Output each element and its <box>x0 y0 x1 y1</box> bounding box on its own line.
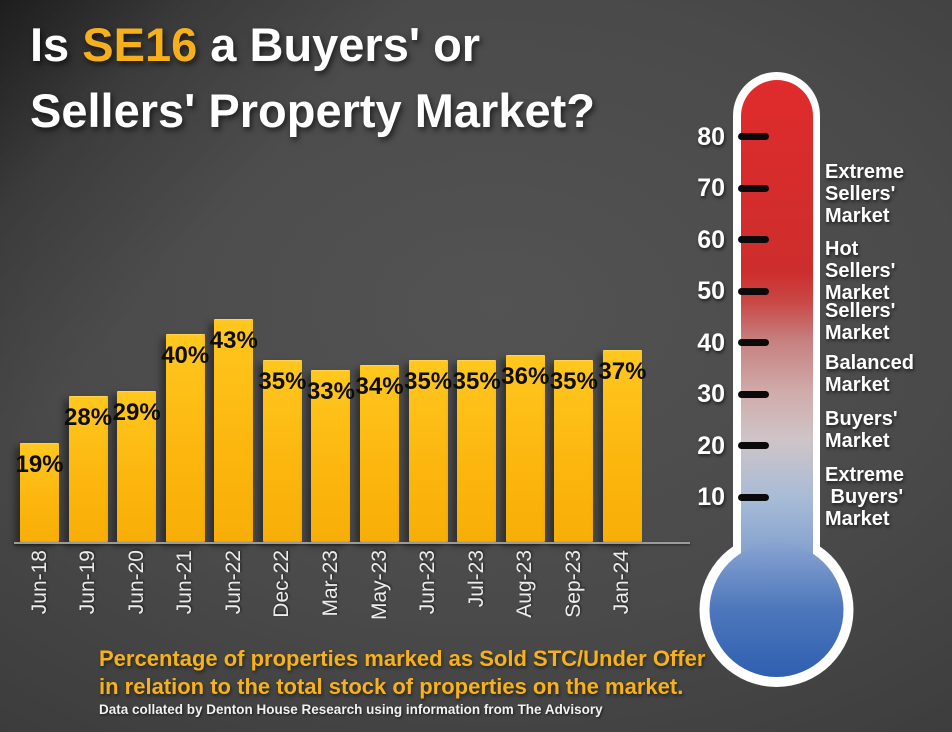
thermometer-scale-number: 30 <box>697 380 725 408</box>
bar-value-label: 34% <box>355 373 404 400</box>
market-zone-label: Extreme Sellers' Market <box>825 161 904 227</box>
x-axis-label: Jun-22 <box>221 550 245 615</box>
thermometer-scale-number: 80 <box>697 123 725 151</box>
bar-value-label: 35% <box>258 368 307 395</box>
bar-value-label: 35% <box>404 368 453 395</box>
title-postcode-highlight: SE16 <box>82 18 198 71</box>
x-axis-label-cell: Jun-22 <box>214 548 253 648</box>
bar-value-label: 28% <box>64 404 113 431</box>
thermometer-tick <box>738 185 769 192</box>
x-axis-label: Jun-20 <box>124 550 148 615</box>
thermometer-tube-fill <box>741 80 813 562</box>
market-zone-label: Sellers' Market <box>825 300 896 344</box>
x-axis-label: May-23 <box>367 550 391 621</box>
x-axis-label-cell: Mar-23 <box>311 548 350 648</box>
thermometer-tick <box>738 236 769 243</box>
title-line2: Sellers' Property Market? <box>30 84 595 137</box>
chart-caption: Percentage of properties marked as Sold … <box>99 645 705 701</box>
thermometer-scale-number: 20 <box>697 432 725 460</box>
market-zone-label: Hot Sellers' Market <box>825 238 896 304</box>
x-axis-label: Dec-22 <box>270 550 294 618</box>
bar: 37% <box>598 350 646 542</box>
thermometer-scale-number: 40 <box>697 329 725 357</box>
thermometer-scale-number: 10 <box>697 483 725 511</box>
bar: 29% <box>113 391 161 542</box>
x-axis-label: Jun-23 <box>416 550 440 615</box>
thermometer-tick <box>738 133 769 140</box>
x-axis-label: Jun-18 <box>27 550 51 615</box>
bar: 35% <box>550 360 598 542</box>
bar-chart: 19% 28% 29% 40% 43% 35% 33% 34% 35% 35% 36% 35% 37% <box>15 300 646 542</box>
x-axis-label: Mar-23 <box>318 550 342 617</box>
x-axis-label-cell: Jun-18 <box>20 548 59 648</box>
thermometer-tick <box>738 442 769 449</box>
bar: 35% <box>258 360 306 542</box>
bar: 28% <box>64 396 112 542</box>
thermometer-scale-number: 50 <box>697 277 725 305</box>
thermometer-scale-number: 60 <box>697 226 725 254</box>
x-axis-line <box>14 542 690 544</box>
market-zone-label: Extreme Buyers' Market <box>825 464 904 530</box>
thermometer-tick <box>738 494 769 501</box>
x-axis-label: Aug-23 <box>513 550 537 618</box>
x-axis-label-cell: Jun-19 <box>69 548 108 648</box>
x-axis-label: Jun-21 <box>173 550 197 615</box>
x-axis-label-cell: Jul-23 <box>457 548 496 648</box>
x-axis-label: Jun-19 <box>76 550 100 615</box>
bar: 40% <box>161 334 209 542</box>
market-zone-label: Balanced Market <box>825 352 914 396</box>
x-axis-label-cell: Dec-22 <box>263 548 302 648</box>
x-axis-label-cell: Sep-23 <box>554 548 593 648</box>
caption-line1: Percentage of properties marked as Sold … <box>99 646 706 671</box>
x-axis-labels: Jun-18 Jun-19 Jun-20 Jun-21 Jun-22 Dec-22 Mar-… <box>20 548 642 648</box>
x-axis-label-cell: Aug-23 <box>506 548 545 648</box>
bar-value-label: 40% <box>161 342 210 369</box>
x-axis-label: Jul-23 <box>464 550 488 608</box>
x-axis-label-cell: May-23 <box>360 548 399 648</box>
bar: 19% <box>15 443 64 542</box>
bar: 35% <box>404 360 452 542</box>
thermometer-scale-number: 70 <box>697 174 725 202</box>
x-axis-label-cell: Jan-24 <box>603 548 642 648</box>
bar: 35% <box>453 360 501 542</box>
bar-value-label: 33% <box>306 378 355 405</box>
bar-value-label: 37% <box>598 358 647 385</box>
thermometer: 80 70 60 50 40 30 20 10 Extreme Sellers' Market H… <box>680 60 952 732</box>
x-axis-label-cell: Jun-20 <box>117 548 156 648</box>
bar: 36% <box>501 355 549 542</box>
bar: 33% <box>307 370 355 542</box>
thermometer-bulb-fill <box>709 543 844 677</box>
title-text: Is <box>30 18 83 71</box>
bar-value-label: 43% <box>209 327 258 354</box>
thermometer-tick <box>738 391 769 398</box>
thermometer-tick <box>738 339 769 346</box>
x-axis-label: Sep-23 <box>561 550 585 618</box>
bar-value-label: 19% <box>15 451 64 478</box>
page-title: Is SE16 a Buyers' or Sellers' Property M… <box>30 12 690 144</box>
bar-value-label: 29% <box>112 399 161 426</box>
market-zone-label: Buyers' Market <box>825 408 898 452</box>
data-credit: Data collated by Denton House Research u… <box>99 702 603 717</box>
title-text-suffix: a Buyers' or <box>197 18 481 71</box>
x-axis-label-cell: Jun-21 <box>166 548 205 648</box>
bar-value-label: 35% <box>549 368 598 395</box>
caption-line2: in relation to the total stock of proper… <box>99 674 684 699</box>
bar: 34% <box>356 365 404 542</box>
bar-value-label: 36% <box>501 363 550 390</box>
thermometer-tick <box>738 288 769 295</box>
x-axis-label: Jan-24 <box>610 550 634 615</box>
bar: 43% <box>210 319 258 542</box>
x-axis-label-cell: Jun-23 <box>409 548 448 648</box>
bar-value-label: 35% <box>452 368 501 395</box>
